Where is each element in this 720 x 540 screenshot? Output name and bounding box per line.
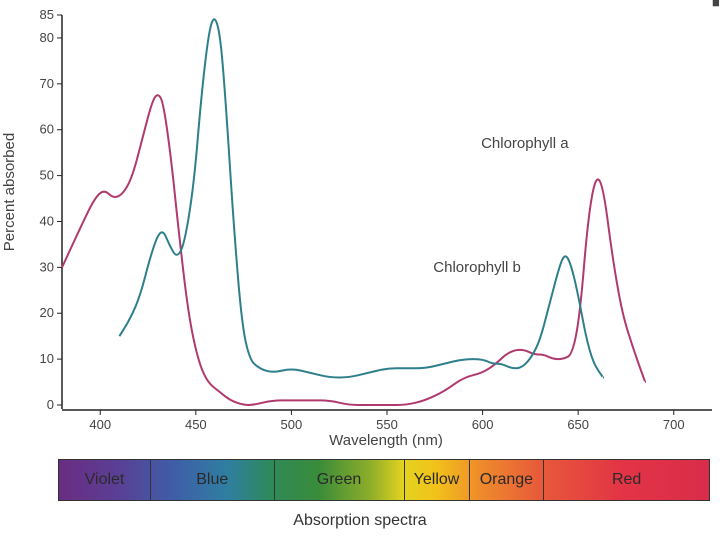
series-annotations: Chlorophyll a Chlorophyll b [433, 135, 569, 276]
y-tick-label: 30 [40, 259, 54, 274]
spectrum-band-yellow: Yellow [403, 460, 469, 500]
spectrum-band-red: Red [543, 460, 709, 500]
y-tick-label: 80 [40, 30, 54, 45]
x-tick-label: 500 [281, 417, 303, 432]
figure-caption: Absorption spectra [293, 512, 427, 529]
chart-axes [61, 15, 712, 411]
x-tick-label: 550 [376, 417, 398, 432]
y-axis-label: Percent absorbed [1, 133, 18, 251]
y-tick-label: 85 [40, 7, 54, 22]
x-tick-label: 600 [472, 417, 494, 432]
annotation-chlorophyll-a: Chlorophyll a [481, 135, 569, 152]
series-line-chlorophyll-b [118, 18, 605, 379]
series-line-chlorophyll-a [61, 94, 647, 406]
spectrum-band-green: Green [273, 460, 404, 500]
y-tick-label: 10 [40, 351, 54, 366]
annotation-chlorophyll-b: Chlorophyll b [433, 259, 521, 276]
y-tick-label: 70 [40, 76, 54, 91]
x-tick-label: 650 [567, 417, 589, 432]
y-tick-label: 20 [40, 305, 54, 320]
absorption-chart: 0 10 20 30 40 50 60 70 80 85 400 450 500 550 600 650 70… [1, 0, 720, 449]
spectrum-band-blue: Blue [150, 460, 274, 500]
series-lines [61, 18, 647, 406]
y-tick-label: 0 [47, 397, 54, 412]
x-axis-label: Wavelength (nm) [329, 432, 443, 449]
x-axis-ticks: 400 450 500 550 600 650 700 [89, 410, 685, 432]
y-tick-label: 40 [40, 213, 54, 228]
spectrum-band-violet: Violet [84, 471, 125, 488]
x-tick-label: 450 [185, 417, 207, 432]
x-tick-label: 400 [89, 417, 111, 432]
corner-mark: ■ [712, 0, 720, 10]
y-tick-label: 50 [40, 168, 54, 183]
y-axis-ticks: 0 10 20 30 40 50 60 70 80 85 [40, 7, 62, 412]
y-tick-label: 60 [40, 122, 54, 137]
spectrum-color-bar: Violet Blue Green Yellow Orange Red [58, 459, 710, 501]
spectrum-band-orange: Orange [468, 460, 544, 500]
x-tick-label: 700 [663, 417, 685, 432]
